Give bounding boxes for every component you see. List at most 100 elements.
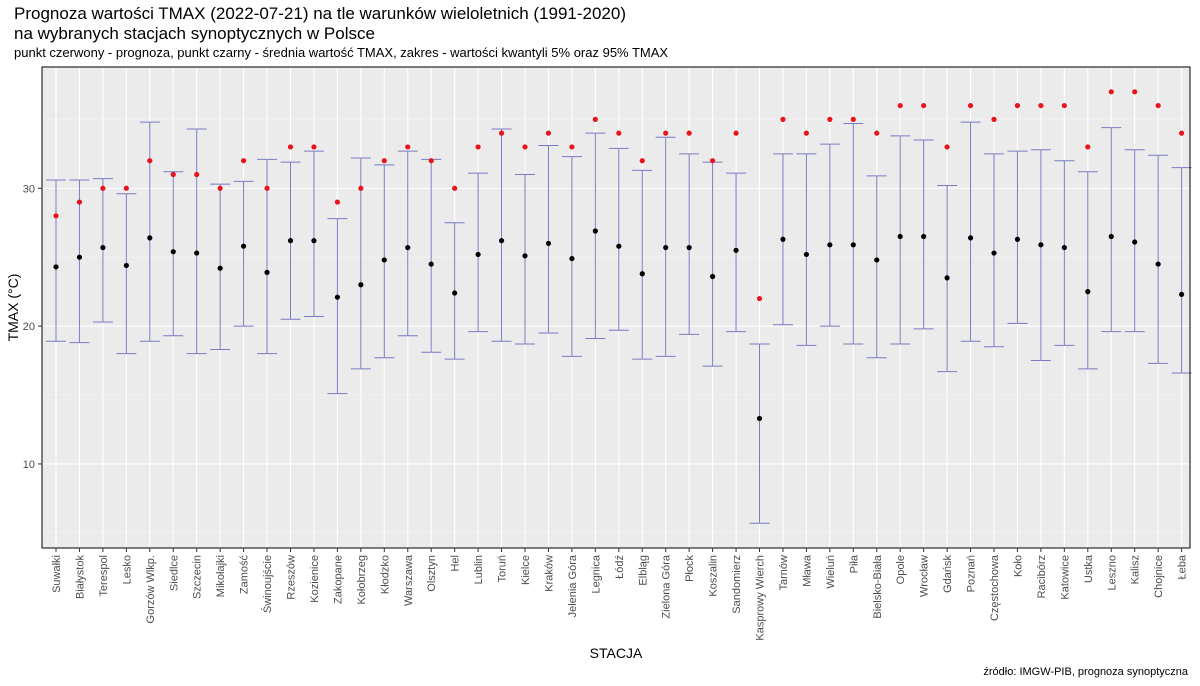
mean-point xyxy=(147,235,153,241)
errorbar xyxy=(1077,171,1098,370)
forecast-point xyxy=(100,185,106,191)
x-tick-label: Legnica xyxy=(590,554,602,593)
mean-point xyxy=(287,238,294,244)
mean-point xyxy=(100,244,106,251)
mean-point xyxy=(264,269,270,275)
errorbar xyxy=(397,150,418,337)
forecast-point xyxy=(991,116,997,122)
x-tick-label: Koszalin xyxy=(708,555,720,597)
forecast-point xyxy=(452,185,458,191)
mean-point xyxy=(1014,236,1021,242)
x-tick-label: Świnoujście xyxy=(261,555,274,613)
mean-point xyxy=(381,257,387,263)
forecast-point xyxy=(1132,89,1138,95)
errorbar xyxy=(303,150,324,317)
forecast-point xyxy=(522,144,528,150)
errorbar xyxy=(608,147,629,331)
mean-point xyxy=(874,257,880,263)
forecast-point xyxy=(76,199,83,205)
errorbar xyxy=(350,157,371,370)
forecast-point xyxy=(264,185,270,191)
mean-point xyxy=(1179,291,1185,298)
chart-subtitle: punkt czerwony - prognoza, punkt czarny … xyxy=(14,45,669,60)
x-tick-label: Lublin xyxy=(473,555,485,584)
x-tick-label: Opole xyxy=(895,555,907,584)
mean-point xyxy=(827,242,833,248)
mean-point xyxy=(123,262,129,269)
forecast-point xyxy=(710,158,716,164)
forecast-point xyxy=(123,185,129,191)
mean-point xyxy=(194,250,200,256)
errorbar xyxy=(749,343,770,524)
errorbar xyxy=(186,128,207,355)
x-tick-label: Koło xyxy=(1012,555,1024,577)
forecast-point xyxy=(311,144,317,150)
mean-point xyxy=(475,251,481,258)
errorbar xyxy=(46,179,66,342)
forecast-point xyxy=(780,116,786,122)
forecast-point xyxy=(897,102,903,109)
x-tick-label: Kozienice xyxy=(309,555,321,603)
mean-point xyxy=(1085,289,1091,295)
x-tick-label: Katowice xyxy=(1059,555,1071,600)
x-tick-label: Chojnice xyxy=(1153,555,1165,598)
mean-point xyxy=(733,247,739,253)
x-tick-label: Olsztyn xyxy=(426,555,438,592)
mean-points xyxy=(53,228,1185,422)
forecast-point xyxy=(498,130,505,136)
y-tick-label: 30 xyxy=(23,183,35,195)
x-tick-label: Częstochowa xyxy=(989,554,1001,621)
x-tick-label: Zakopane xyxy=(332,555,344,604)
forecast-point xyxy=(53,213,59,219)
forecast-point xyxy=(874,130,880,136)
errorbar xyxy=(796,153,817,346)
forecast-point xyxy=(592,116,598,122)
y-tick-label: 20 xyxy=(23,321,35,333)
forecast-point xyxy=(616,130,622,136)
x-tick-label: Zielona Góra xyxy=(661,554,673,618)
forecast-points xyxy=(53,89,1185,302)
errorbar xyxy=(819,143,840,327)
x-tick-label: Piła xyxy=(848,554,860,573)
x-tick-label: Leszno xyxy=(1106,555,1118,590)
mean-point xyxy=(53,264,59,270)
x-tick-label: Warszawa xyxy=(403,554,415,606)
errorbar xyxy=(327,218,348,395)
x-tick-label: Mikołajki xyxy=(215,555,227,597)
forecast-point xyxy=(358,185,364,191)
x-tick-label: Bielsko-Biała xyxy=(872,554,884,618)
errorbar xyxy=(585,132,606,340)
mean-point xyxy=(76,254,83,260)
forecast-point xyxy=(686,130,692,136)
forecast-point xyxy=(241,158,247,164)
errorbar xyxy=(116,193,137,355)
x-tick-label: Wieluń xyxy=(825,555,837,589)
mean-point xyxy=(217,265,223,271)
x-tick-label: Siedlce xyxy=(168,555,180,591)
chart-title: Prognoza wartości TMAX (2022-07-21) na t… xyxy=(14,4,626,23)
forecast-point xyxy=(1179,130,1185,136)
mean-point xyxy=(452,290,458,296)
forecast-point xyxy=(170,171,176,178)
plot-panel xyxy=(42,67,1190,548)
mean-point xyxy=(803,251,810,258)
mean-point xyxy=(850,242,856,248)
x-tick-label: Kielce xyxy=(520,555,532,585)
x-tick-label: Kłodzko xyxy=(379,555,391,594)
forecast-point xyxy=(850,116,856,122)
x-tick-label: Ustka xyxy=(1083,554,1095,583)
mean-point xyxy=(991,250,997,256)
errorbar xyxy=(233,180,254,327)
mean-point xyxy=(1155,261,1161,267)
x-tick-label: Sandomierz xyxy=(731,555,743,614)
errorbar xyxy=(679,153,700,335)
errorbar xyxy=(1148,154,1169,364)
forecast-point xyxy=(639,158,645,164)
mean-point xyxy=(639,271,645,277)
x-tick-label: Tarnów xyxy=(778,555,790,591)
forecast-point xyxy=(545,130,552,136)
x-tick-label: Rzeszów xyxy=(286,555,298,600)
x-tick-label: Gorzów Wlkp. xyxy=(145,555,157,623)
mean-point xyxy=(311,238,317,244)
source-caption: źródło: IMGW-PIB, prognoza synoptyczna xyxy=(983,666,1188,678)
